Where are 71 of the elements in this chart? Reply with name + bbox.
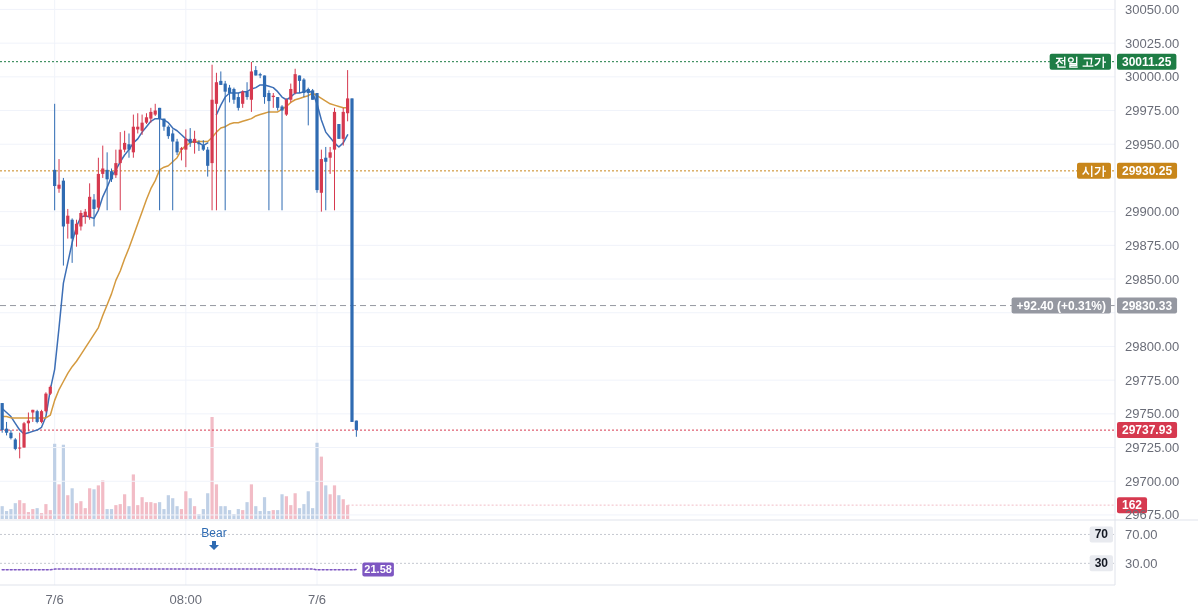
y-tick-label: 30.00 bbox=[1125, 555, 1158, 571]
y-tick-label: 30050.00 bbox=[1125, 1, 1180, 17]
bar bbox=[22, 503, 26, 519]
data-label: 21.58 bbox=[364, 563, 392, 576]
y-tick-label: 29725.00 bbox=[1125, 440, 1180, 456]
candlestick bbox=[245, 81, 249, 101]
candlestick bbox=[171, 128, 175, 211]
x-tick-label: 08:00 bbox=[169, 591, 203, 607]
candlestick bbox=[262, 74, 267, 105]
candlestick bbox=[44, 391, 48, 413]
bar bbox=[57, 484, 61, 519]
bar bbox=[92, 489, 96, 519]
candlestick bbox=[18, 432, 22, 459]
x-tick-label: 7/6 bbox=[307, 591, 327, 607]
y-tick-label: 29950.00 bbox=[1125, 136, 1180, 152]
candlestick bbox=[114, 149, 118, 179]
ref-line-label: 29930.25 bbox=[1122, 163, 1173, 178]
candlestick bbox=[105, 151, 109, 211]
candlestick bbox=[184, 128, 188, 168]
ref-line-label: 70 bbox=[1094, 527, 1109, 542]
candlestick bbox=[324, 146, 328, 211]
annotation: +92.40 (+0.31%) bbox=[1016, 298, 1106, 313]
annotation: Bear bbox=[201, 526, 227, 540]
ref-line-label: 30 bbox=[1094, 556, 1109, 571]
candlestick bbox=[118, 131, 122, 211]
candlestick bbox=[140, 114, 144, 136]
bar bbox=[210, 417, 214, 519]
bar bbox=[44, 504, 48, 519]
y-tick-label: 29875.00 bbox=[1125, 237, 1180, 253]
candlestick bbox=[223, 80, 227, 211]
y-tick-label: 29750.00 bbox=[1125, 406, 1180, 422]
y-tick-label: 70.00 bbox=[1125, 526, 1158, 542]
candlestick bbox=[293, 68, 297, 95]
candlestick bbox=[57, 158, 61, 194]
y-tick-label: 30025.00 bbox=[1125, 35, 1180, 51]
candlestick bbox=[306, 87, 310, 126]
candlestick bbox=[289, 83, 293, 103]
y-tick-label: 29900.00 bbox=[1125, 204, 1180, 220]
candlestick bbox=[88, 182, 92, 221]
candlestick bbox=[328, 146, 332, 175]
bar bbox=[127, 506, 131, 519]
candlestick bbox=[188, 127, 192, 148]
ref-line-label: 30011.25 bbox=[1122, 54, 1172, 69]
candlestick bbox=[127, 132, 131, 159]
candlestick bbox=[70, 217, 74, 264]
x-tick-label: 7/6 bbox=[45, 591, 64, 607]
candlestick bbox=[302, 77, 306, 98]
bar bbox=[315, 442, 319, 519]
candlestick bbox=[92, 193, 96, 227]
y-tick-label: 29700.00 bbox=[1125, 473, 1180, 489]
ref-line-label: 29830.33 bbox=[1122, 298, 1173, 313]
candlestick bbox=[53, 103, 57, 211]
y-tick-label: 29775.00 bbox=[1125, 372, 1180, 388]
ref-line-label: 29737.93 bbox=[1122, 423, 1173, 438]
y-tick-label: 30000.00 bbox=[1125, 69, 1180, 85]
candlestick bbox=[192, 130, 197, 155]
candlestick bbox=[214, 72, 219, 211]
bar bbox=[280, 494, 284, 519]
candlestick bbox=[197, 139, 201, 152]
candlestick bbox=[66, 208, 70, 240]
candlestick bbox=[158, 107, 162, 211]
candlestick bbox=[79, 209, 83, 232]
bar bbox=[245, 502, 249, 519]
candlestick bbox=[149, 107, 153, 124]
y-tick-label: 29800.00 bbox=[1125, 338, 1180, 354]
annotation: 시가 bbox=[1082, 163, 1106, 178]
y-tick-label: 29850.00 bbox=[1125, 271, 1180, 287]
candlestick bbox=[206, 146, 210, 178]
y-tick-label: 29975.00 bbox=[1125, 103, 1180, 119]
candlestick bbox=[123, 130, 127, 153]
annotation: 전일 고가 bbox=[1054, 54, 1106, 69]
